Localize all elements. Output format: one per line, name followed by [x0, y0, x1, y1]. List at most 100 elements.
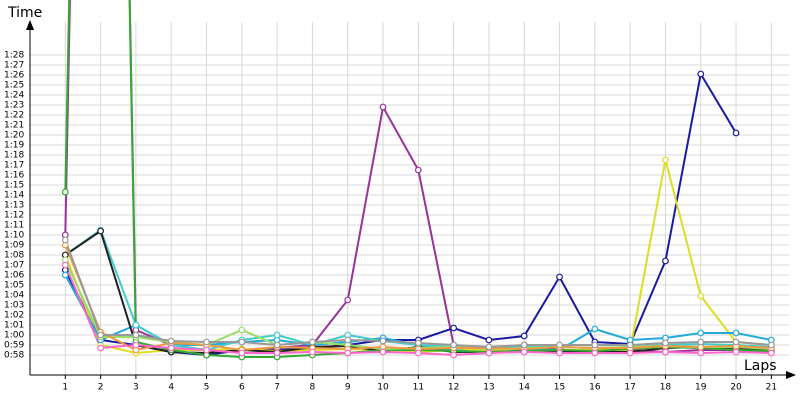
- data-point: [556, 349, 563, 357]
- data-point: [379, 103, 387, 111]
- data-point: [97, 331, 105, 339]
- y-axis-title: Time: [7, 5, 42, 21]
- x-tick-label: 4: [168, 383, 174, 393]
- data-point: [556, 341, 563, 349]
- data-point: [203, 346, 210, 354]
- data-point: [591, 349, 599, 357]
- x-tick-label: 7: [274, 383, 280, 393]
- y-tick-label: 1:00: [4, 331, 24, 341]
- x-tick-label: 14: [519, 383, 531, 393]
- y-tick-label: 1:26: [4, 71, 24, 81]
- data-point: [344, 336, 352, 344]
- data-point: [732, 129, 740, 137]
- data-point: [273, 341, 281, 349]
- data-point: [379, 348, 387, 356]
- data-point: [309, 338, 316, 346]
- x-tick-label: 15: [554, 383, 565, 393]
- y-tick-label: 1:02: [4, 311, 24, 321]
- y-tick-label: 1:24: [4, 91, 24, 101]
- data-point: [167, 337, 175, 345]
- data-point: [626, 341, 634, 349]
- data-point: [520, 348, 528, 356]
- x-tick-label: 9: [345, 383, 351, 393]
- x-tick-label: 6: [239, 383, 245, 393]
- data-point: [61, 261, 69, 269]
- data-point: [732, 348, 740, 356]
- data-point: [697, 292, 705, 300]
- data-point: [697, 349, 705, 357]
- y-tick-label: 1:21: [4, 121, 24, 131]
- data-point: [520, 332, 528, 340]
- y-tick-label: 1:18: [4, 151, 24, 161]
- data-point: [132, 341, 140, 349]
- y-tick-label: 1:11: [4, 221, 24, 231]
- x-tick-label: 1: [62, 383, 68, 393]
- x-tick-label: 2: [98, 383, 104, 393]
- data-point: [662, 348, 669, 356]
- x-tick-label: 21: [766, 383, 777, 393]
- data-point: [732, 329, 740, 337]
- data-point: [485, 336, 493, 344]
- data-point: [61, 188, 69, 196]
- data-point: [309, 348, 316, 356]
- x-axis-title: Laps: [744, 358, 777, 374]
- data-point: [732, 338, 740, 346]
- y-tick-label: 1:23: [4, 101, 24, 111]
- data-point: [238, 338, 246, 346]
- data-point: [450, 324, 458, 332]
- data-point: [379, 337, 387, 345]
- y-tick-label: 1:15: [4, 181, 24, 191]
- data-point: [767, 349, 775, 357]
- y-tick-label: 1:14: [4, 191, 24, 201]
- y-tick-label: 1:01: [4, 321, 24, 331]
- data-point: [767, 341, 775, 349]
- x-tick-label: 3: [133, 383, 139, 393]
- y-tick-label: 1:17: [4, 161, 24, 171]
- data-point: [485, 343, 493, 351]
- y-tick-label: 1:28: [4, 51, 24, 61]
- data-point: [591, 341, 599, 349]
- x-axis-arrow: [786, 371, 796, 379]
- x-tick-label: 20: [730, 383, 742, 393]
- data-point: [662, 339, 669, 347]
- data-point: [414, 349, 422, 357]
- data-point: [132, 321, 140, 329]
- x-tick-label: 16: [589, 383, 601, 393]
- data-point: [450, 351, 458, 359]
- y-tick-label: 1:09: [4, 241, 24, 251]
- data-point: [238, 326, 246, 334]
- data-point: [414, 166, 422, 174]
- data-point: [203, 338, 210, 346]
- y-axis-arrow: [26, 20, 34, 30]
- y-tick-label: 1:04: [4, 291, 24, 301]
- y-tick-label: 1:16: [4, 171, 24, 181]
- y-tick-label: 1:12: [4, 211, 24, 221]
- x-tick-label: 18: [660, 383, 672, 393]
- x-tick-label: 19: [695, 383, 707, 393]
- y-tick-label: 1:25: [4, 81, 24, 91]
- y-tick-label: 1:22: [4, 111, 24, 121]
- y-tick-label: 1:05: [4, 281, 24, 291]
- y-tick-label: 0:59: [4, 341, 24, 351]
- x-tick-label: 5: [204, 383, 210, 393]
- data-point: [97, 227, 105, 235]
- data-point: [273, 331, 281, 339]
- y-tick-label: 1:13: [4, 201, 24, 211]
- data-point: [626, 349, 634, 357]
- data-point: [167, 344, 175, 352]
- data-point: [132, 331, 140, 339]
- y-tick-label: 1:27: [4, 61, 24, 71]
- y-tick-label: 1:19: [4, 141, 24, 151]
- data-point: [344, 296, 352, 304]
- y-tick-label: 1:06: [4, 271, 24, 281]
- y-tick-label: 1:20: [4, 131, 24, 141]
- x-tick-label: 8: [310, 383, 316, 393]
- data-point: [697, 338, 705, 346]
- data-point: [61, 271, 69, 279]
- data-point: [556, 273, 563, 281]
- y-tick-label: 0:58: [4, 351, 24, 361]
- x-tick-label: 11: [413, 383, 424, 393]
- x-tick-label: 10: [377, 383, 389, 393]
- y-tick-label: 1:08: [4, 251, 24, 261]
